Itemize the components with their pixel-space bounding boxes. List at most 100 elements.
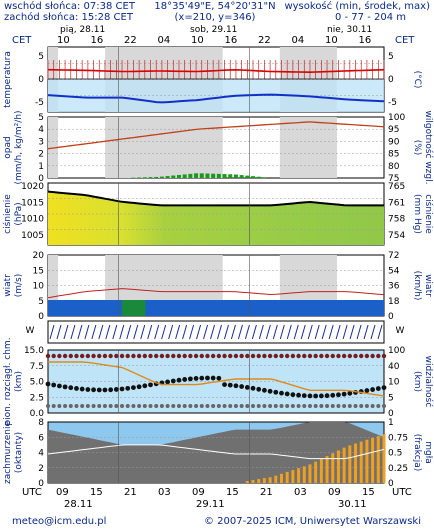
cloud-top-dot [279,353,284,359]
wind-tick-right: 72 [388,251,399,261]
precip-bar [176,174,181,178]
pressure-area [48,191,384,245]
temperature-min-line [47,93,385,104]
precip-bar [205,173,210,178]
fog-bar [279,473,283,483]
top-hour-tick: 22 [258,35,271,46]
cloud-low-dot [85,404,90,408]
cloud-mid-dot [187,376,193,382]
cloud-top-dot [364,353,370,359]
wind-tick-left: 20 [33,251,45,261]
cloud-mid-dot [193,376,199,381]
cloud-low-dot [296,404,301,408]
cloud-cover-tick-left: 2 [38,464,44,474]
clouds-tick-right: 100 [388,346,405,356]
cloud-top-dot [262,353,267,359]
cloud-mid-dot [148,382,153,388]
fog-bar [285,471,289,483]
precip-label-left: opad [3,136,13,158]
precip-bar [194,173,199,178]
wind-direction-arrow [189,324,195,340]
wind-direction-arrow [377,324,383,340]
pressure-unit-right: (mm Hg) [412,194,422,234]
fog-bar [297,468,301,483]
wind-direction-arrow [342,324,348,340]
bottom-hour-tick: 09 [192,487,205,498]
wind-direction-arrow [84,324,90,340]
cloud-top-dot [57,353,62,359]
temperature-label-left: temperatura [3,51,13,108]
cloud-low-dot [142,404,147,408]
wind-tick-left: 5 [38,297,44,307]
precip-bar [165,176,170,178]
clouds-tick-left: 2.5 [30,393,44,403]
precip-tick-left: 4 [38,125,44,135]
cloud-top-dot [193,353,199,359]
cloud-top-dot [154,353,159,359]
precip-unit-left: (mm/h, kg/m²/h) [14,110,24,184]
day-label-2: sob, 29.11 [190,25,238,35]
precip-bar [216,173,221,178]
cloud-top-dot [216,353,222,359]
fog-bar [348,445,352,483]
fog-bar [336,450,340,483]
fog-bar [274,475,278,483]
cloud-cover-tick-right: 0 [388,479,394,489]
day-label-3: nie, 30.11 [327,25,373,35]
tz-right-top: CET [395,35,415,46]
wind-tick-left: 15 [33,266,44,276]
cloud-low-dot [307,404,312,408]
cloud-low-dot [131,404,136,408]
clouds-tick-left: 7.5 [30,362,44,372]
cloud-low-dot [370,404,375,408]
wind-tick-left: 10 [33,282,45,292]
cloud-low-dot [325,404,330,408]
cloud-mid-dot [250,385,256,391]
wind-direction-panel-frame [47,320,385,344]
wind-direction-arrow [63,324,69,340]
wind-tick-right: 54 [388,266,400,276]
cloud-low-dot [233,404,238,408]
temperature-tick-right: 0 [388,75,394,85]
wind-direction-arrow [272,324,278,340]
cloud-low-dot [137,404,142,408]
precip-bar [154,176,159,178]
cloud-cover-tick-right: 0.75 [388,433,408,443]
footer-email[interactable]: meteo@icm.edu.pl [12,516,107,527]
bottom-hour-tick: 21 [124,487,137,498]
wind-tick-right: 18 [388,297,400,307]
bottom-hour-tick: 09 [56,487,69,498]
cloud-top-dot [324,353,330,359]
cloud-top-dot [302,353,307,359]
wind-direction-arrow [168,324,174,340]
top-hour-tick: 16 [224,35,238,46]
cloud-top-dot [74,353,79,359]
grid-point-text: (x=210, y=346) [174,12,256,23]
cloud-mid-dot [381,385,387,391]
wind-direction-arrow [237,324,243,340]
cloud-top-dot [114,353,119,359]
cloud-top-dot [79,353,85,359]
cloud-mid-dot [102,387,108,393]
wind-tick-right: 36 [388,282,400,292]
bottom-hour-tick: 15 [90,487,103,498]
cloud-low-dot [256,404,261,408]
fog-bar [302,466,306,483]
cloud-top-dot [273,353,278,359]
temperature-max-line [47,68,385,74]
cloud-low-dot [125,404,130,408]
wind-gust-line [47,288,385,299]
bottom-hour-tick: 09 [328,487,341,498]
wind-direction-arrow [196,324,202,340]
cloud-top-dot [233,353,239,359]
cloud-top-dot [165,353,170,359]
cloud-top-dot [296,353,301,359]
pressure-tick-left: 1015 [21,198,44,208]
precip-bar [159,176,164,178]
wind-direction-arrow [300,324,306,340]
cloud-mid-dot [125,385,131,391]
cloud-low-dot [171,404,176,408]
cloud-top-dot [62,353,68,359]
cloud-mid-dot [233,383,239,389]
fog-bar [257,479,261,483]
